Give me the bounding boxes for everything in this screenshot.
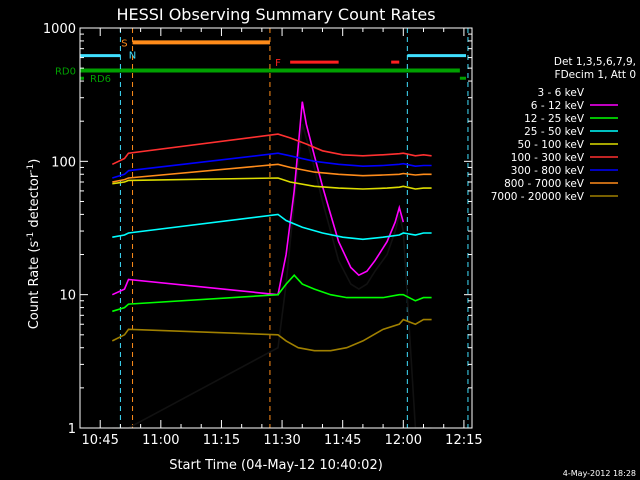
series-line-0	[112, 123, 432, 429]
timestamp-label: 4-May-2012 18:28	[563, 469, 636, 478]
y-tick-label: 10	[59, 289, 76, 304]
series-line-7	[112, 163, 432, 183]
series-line-4	[112, 177, 432, 190]
legend-header-decimation: FDecim 1, Att 0	[555, 69, 636, 81]
flag-label-rd0: RD0	[55, 67, 76, 78]
series-line-8	[111, 318, 432, 352]
y-axis-label-group: Count Rate (s-1 detector-1)	[26, 159, 42, 330]
flag-label-rd6: RD6	[90, 74, 111, 85]
legend-label: 7000 - 20000 keV	[491, 191, 585, 203]
flag-label-s: S	[121, 38, 127, 49]
legend-label: 12 - 25 keV	[524, 113, 585, 125]
series-line-3	[112, 213, 432, 241]
y-axis-label-sup: -1	[26, 164, 36, 173]
legend-label: 6 - 12 keV	[531, 100, 585, 112]
x-tick-label: 11:45	[324, 433, 361, 448]
x-tick-label: 11:30	[263, 433, 300, 448]
x-tick-label: 11:15	[203, 433, 240, 448]
y-tick-label: 1	[68, 422, 76, 437]
series-line-2	[112, 274, 432, 313]
chart-title: HESSI Observing Summary Count Rates	[116, 5, 435, 24]
y-axis-label-part: detector	[27, 172, 42, 232]
y-axis-label: Count Rate (s-1 detector-1)	[26, 159, 42, 330]
series-lines	[111, 101, 432, 429]
flag-label-n: N	[129, 51, 136, 62]
x-tick-label: 12:00	[385, 433, 422, 448]
y-tick-label: 100	[51, 155, 76, 170]
x-tick-label: 11:00	[142, 433, 179, 448]
series-line-6	[112, 152, 432, 179]
axis-ticks: 10:45 11:00 11:15 11:30 11:45 12:00 12:15 1 10 10…	[43, 22, 483, 448]
y-axis-label-sup: -1	[26, 232, 36, 241]
legend-label: 100 - 300 keV	[511, 152, 585, 164]
legend-label: 800 - 7000 keV	[504, 178, 585, 190]
legend-header-detectors: Det 1,3,5,6,7,9,	[554, 56, 636, 68]
legend-label: 25 - 50 keV	[524, 126, 585, 138]
series-line-5	[111, 133, 432, 166]
x-axis-label: Start Time (04-May-12 10:40:02)	[169, 458, 383, 473]
axis-frame	[79, 27, 473, 429]
plot-frame	[79, 27, 473, 429]
legend-label: 300 - 800 keV	[511, 165, 585, 177]
y-axis-label-part: )	[27, 159, 42, 164]
x-tick-label: 10:45	[81, 433, 118, 448]
y-axis-label-part: Count Rate (s	[27, 241, 42, 330]
legend-label: 50 - 100 keV	[517, 139, 584, 151]
x-tick-label: 12:15	[445, 433, 482, 448]
flag-label-f: F	[275, 58, 281, 69]
y-tick-label: 1000	[43, 22, 76, 37]
legend-label: 3 - 6 keV	[537, 87, 584, 99]
flag-bars: RD0 RD6 SN F	[55, 28, 469, 428]
series-line-1	[111, 101, 405, 296]
